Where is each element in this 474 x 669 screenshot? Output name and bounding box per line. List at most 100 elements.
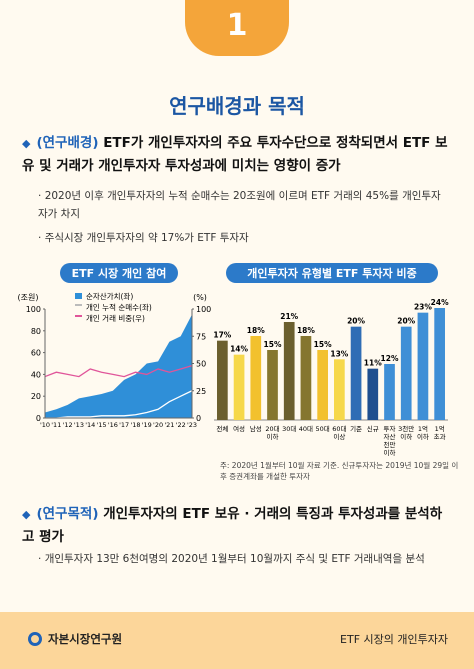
bar: [217, 340, 228, 420]
value-label: 14%: [230, 345, 248, 354]
y2-tick-label: 25: [196, 387, 206, 396]
x-tick-label: '15: [97, 421, 107, 429]
x-tick-line: 남성: [250, 424, 262, 433]
bar: [434, 308, 445, 420]
legend-label: 순자산가치(좌): [86, 291, 133, 301]
x-tick-line: 3천만: [398, 424, 414, 433]
bar: [250, 336, 262, 420]
chart-title: 개인투자자 유형별 ETF 투자자 비중: [247, 266, 416, 280]
bar: [417, 312, 429, 420]
x-tick-label: 전체: [216, 424, 228, 433]
x-tick-line: 20대: [265, 425, 279, 433]
legend-swatch: [75, 315, 82, 317]
legend-swatch: [75, 304, 82, 306]
charts: ETF 시장 개인 참여 (조원) (%) 0 20 40 60 80 100 0 25 50 75 10…: [18, 263, 449, 457]
value-label: 15%: [314, 340, 332, 349]
x-tick-line: 신규: [367, 424, 379, 433]
x-tick-line: 40대: [299, 425, 313, 433]
x-tick-line: 초과: [434, 432, 446, 441]
bar: [350, 326, 362, 420]
value-label: 17%: [213, 331, 231, 340]
page-title: 연구배경과 목적: [169, 94, 305, 118]
x-tick-label: 60대 이상: [332, 425, 346, 441]
x-tick-line: 1억: [418, 425, 428, 433]
value-label: 18%: [297, 326, 315, 335]
bullet: · 2020년 이후 개인투자자의 누적 순매수는 20조원에 이르며 ETF …: [38, 190, 441, 220]
x-tick-line: 기준: [350, 424, 362, 433]
x-tick-label: '22: [176, 421, 186, 429]
value-label: 18%: [247, 326, 265, 335]
x-tick-line: 50대: [316, 425, 330, 433]
x-tick-line: 자산: [384, 432, 396, 441]
x-tick-line: 이하: [267, 432, 279, 441]
x-tick-label: 남성: [250, 424, 262, 433]
x-tick-label: '12: [63, 421, 73, 429]
bullet-text: 주식시장 개인투자자의 약 17%가 ETF 투자자: [44, 232, 249, 244]
x-tick-label: 20대 이하: [265, 425, 279, 441]
x-tick-label: 여성: [233, 424, 245, 433]
purpose-heading: ◆ (연구목적) 개인투자자의 ETF 보유 · 거래의 특징과 투자성과를 분석…: [22, 506, 443, 545]
x-tick-label: '16: [108, 421, 118, 429]
x-tick-line: 이하: [417, 432, 429, 441]
x-tick-line: 60대: [332, 425, 346, 433]
x-tick-line: 여성: [233, 424, 245, 433]
logo: [28, 632, 42, 646]
heading: ETF가 개인투자자의 주요 투자수단으로 정착되면서 ETF 보유 및 거래가…: [22, 135, 448, 174]
y-tick-label: 0: [36, 414, 41, 423]
y-tick-label: 40: [31, 370, 41, 379]
value-label: 20%: [347, 317, 365, 326]
x-tick-label: '21: [164, 421, 174, 429]
x-tick-line: 천만: [384, 440, 396, 449]
y2-tick-label: 75: [196, 332, 206, 341]
chart-title-box: [60, 263, 178, 283]
value-label: 24%: [431, 298, 449, 307]
bar: [267, 350, 278, 420]
x-tick-label: 50대: [316, 425, 330, 433]
heading: 개인투자자의 ETF 보유 · 거래의 특징과 투자성과를 분석하고 평가: [22, 506, 443, 545]
label: (연구배경): [36, 135, 99, 151]
topic: ETF 시장의 개인투자자: [340, 633, 448, 646]
bullet-text: 2020년 이후 개인투자자의 누적 순매수는 20조원에 이르며 ETF 거래…: [38, 190, 441, 220]
bullet: · 주식시장 개인투자자의 약 17%가 ETF 투자자: [38, 232, 249, 244]
bar: [384, 364, 395, 420]
y2-axis-label: (%): [193, 293, 207, 302]
chart-title-box: [226, 263, 438, 283]
legend-swatch: [75, 293, 82, 299]
x-tick-label: '20: [153, 421, 163, 429]
bar: [317, 350, 328, 420]
x-tick-label: 40대: [299, 425, 313, 433]
legend-label: 개인 거래 비중(우): [86, 313, 145, 323]
background-heading: ◆ (연구배경) ETF가 개인투자자의 주요 투자수단으로 정착되면서 ETF …: [22, 135, 448, 174]
chart-title: ETF 시장 개인 참여: [72, 266, 167, 280]
bullet: · 개인투자자 13만 6천여명의 2020년 1월부터 10월까지 주식 및 …: [38, 553, 425, 565]
y-tick-label: 20: [31, 392, 41, 401]
y2-tick-label: 100: [196, 305, 211, 314]
bar: [334, 359, 345, 420]
y2-tick-label: 50: [196, 360, 206, 369]
x-tick-label: '18: [130, 421, 140, 429]
x-tick-label: 3천만 이하: [398, 424, 414, 441]
x-tick-line: 30대: [282, 425, 296, 433]
x-tick-label: 1억 이하: [417, 425, 429, 441]
x-tick-label: 투자 자산 천만 이하: [384, 424, 396, 457]
x-tick-label: 신규: [367, 424, 379, 433]
x-tick-line: 이하: [384, 448, 396, 457]
footer: 자본시장연구원 ETF 시장의 개인투자자: [0, 612, 474, 669]
x-tick-line: 1억: [435, 425, 445, 433]
x-tick-label: '17: [119, 421, 129, 429]
x-tick-line: 이상: [333, 432, 345, 441]
y-tick-label: 100: [26, 305, 41, 314]
value-label: 13%: [330, 349, 348, 358]
label: (연구목적): [36, 506, 99, 522]
line: [45, 390, 193, 419]
bar: [233, 354, 245, 420]
note: 주: 2020년 1월부터 10월 자료 기준. 신규투자자는 2019년 10…: [220, 461, 459, 481]
bar: [283, 322, 295, 420]
value-label: 12%: [381, 354, 399, 363]
x-tick-line: 전체: [216, 424, 228, 433]
value-label: 20%: [397, 317, 415, 326]
x-tick-line: 투자: [384, 424, 396, 433]
x-tick-label: '14: [85, 421, 95, 429]
bar: [300, 336, 312, 420]
